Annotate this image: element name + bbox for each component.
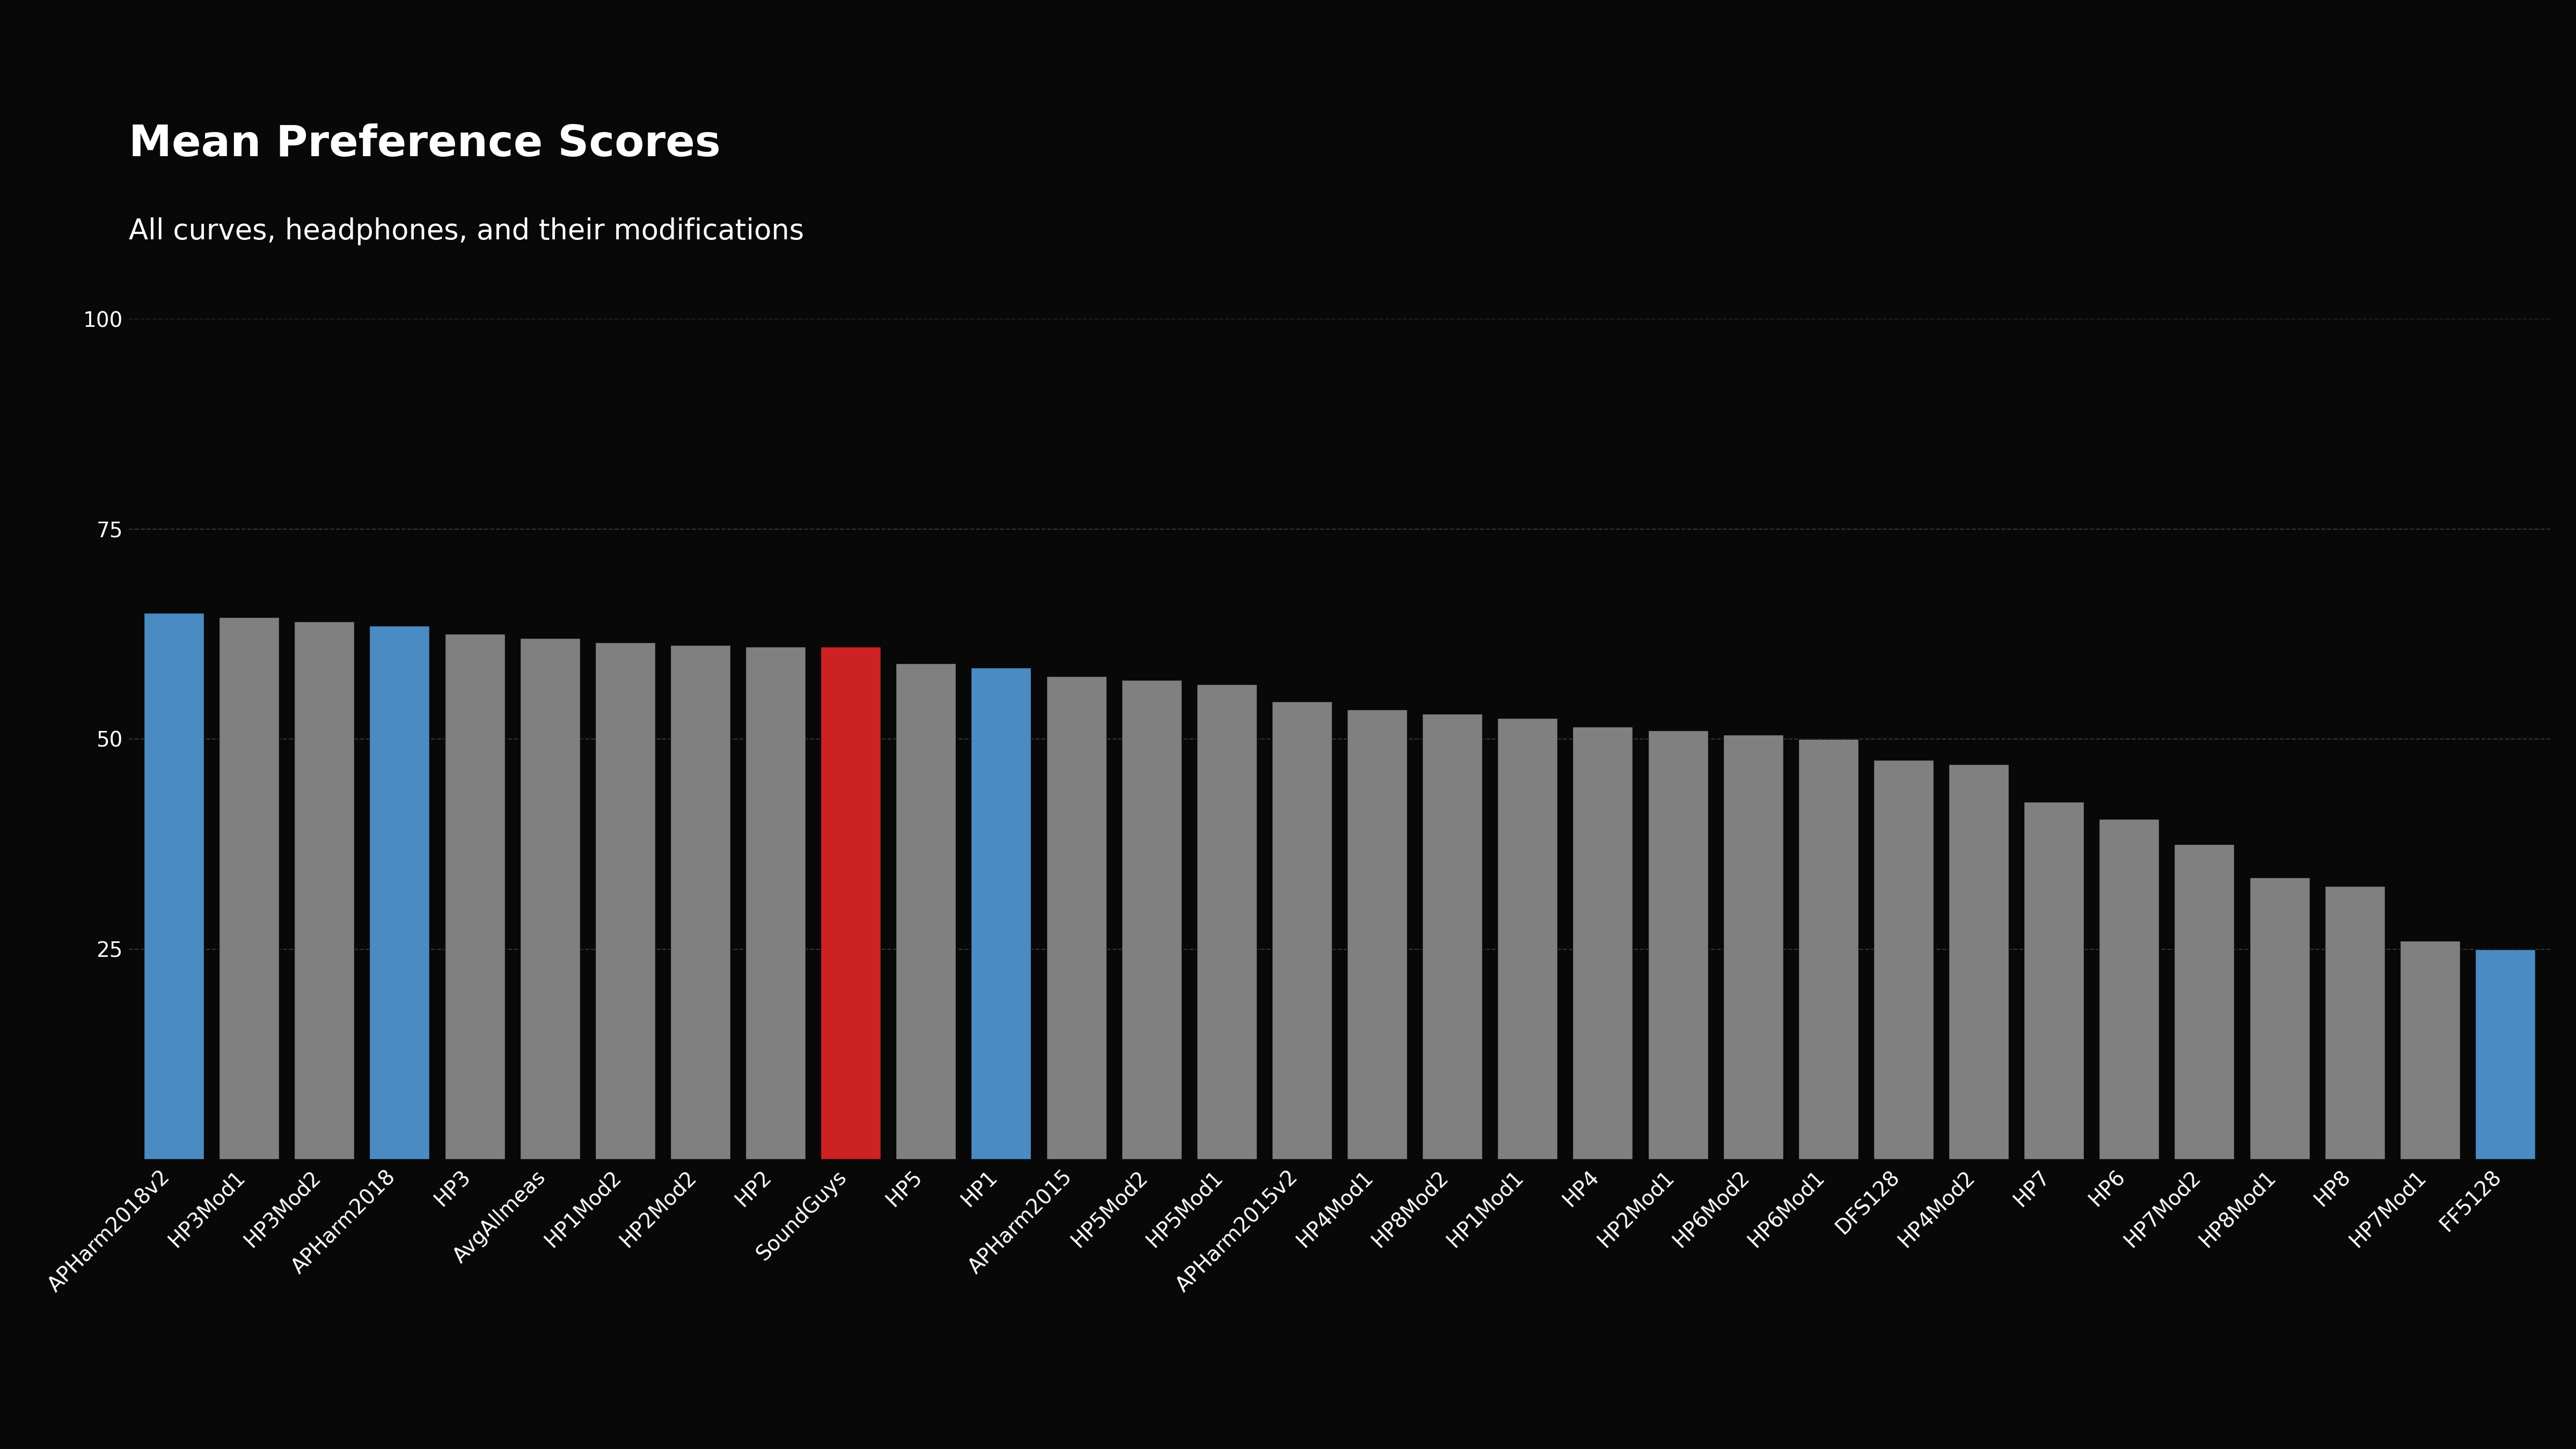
Bar <box>2324 887 2385 1159</box>
Bar <box>368 626 430 1159</box>
Bar <box>2174 843 2233 1159</box>
Bar <box>2099 819 2159 1159</box>
Bar <box>2025 803 2084 1159</box>
Bar <box>1497 719 1558 1159</box>
Bar <box>1121 680 1182 1159</box>
Bar <box>822 646 881 1159</box>
Text: Mean Preference Scores: Mean Preference Scores <box>129 123 721 165</box>
Bar <box>1798 739 1857 1159</box>
Bar <box>1873 761 1935 1159</box>
Bar <box>1649 730 1708 1159</box>
Bar <box>1273 701 1332 1159</box>
Bar <box>1947 764 2009 1159</box>
Bar <box>144 613 204 1159</box>
Bar <box>520 638 580 1159</box>
Bar <box>595 642 654 1159</box>
Bar <box>2249 878 2311 1159</box>
Bar <box>294 622 355 1159</box>
Bar <box>1198 684 1257 1159</box>
Bar <box>744 646 806 1159</box>
Bar <box>971 668 1030 1159</box>
Bar <box>219 617 278 1159</box>
Bar <box>1347 710 1406 1159</box>
Bar <box>1046 677 1108 1159</box>
Bar <box>1422 714 1481 1159</box>
Bar <box>1571 726 1633 1159</box>
Bar <box>670 645 732 1159</box>
Bar <box>1723 735 1783 1159</box>
Bar <box>2476 949 2535 1159</box>
Bar <box>896 664 956 1159</box>
Bar <box>2401 940 2460 1159</box>
Text: All curves, headphones, and their modifications: All curves, headphones, and their modifi… <box>129 217 804 245</box>
Bar <box>446 635 505 1159</box>
